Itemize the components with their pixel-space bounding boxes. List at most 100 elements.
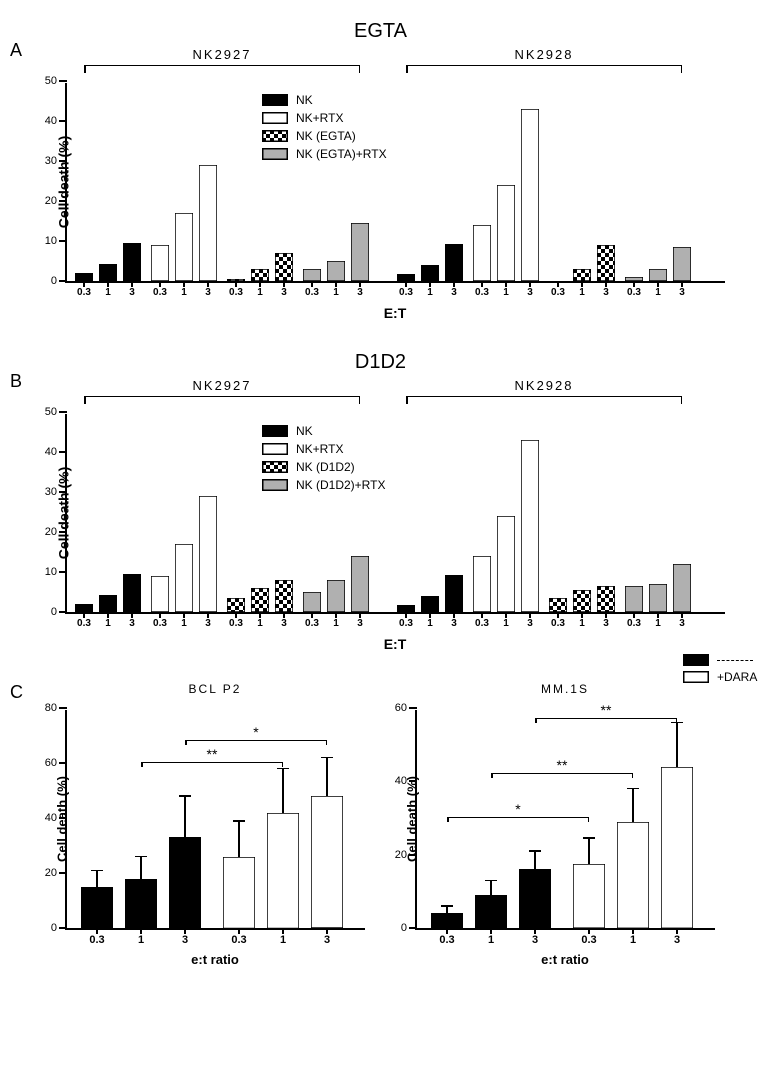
bar	[175, 213, 193, 281]
ytick-label: 40	[45, 115, 57, 127]
bar	[151, 245, 169, 281]
panel-a-title: EGTA	[10, 20, 751, 43]
ytick-label: 0	[401, 922, 407, 934]
xtick-label: 1	[181, 287, 187, 298]
panel-a: A EGTA Cell death (%) NKNK+RTXNK (EGTA)N…	[10, 20, 751, 321]
ytick-label: 50	[45, 406, 57, 418]
bar	[311, 796, 343, 928]
xtick-label: 3	[603, 618, 609, 629]
xtick-label: 1	[655, 287, 661, 298]
xtick-label: 0.3	[153, 287, 167, 298]
group-label: NK2928	[515, 47, 574, 62]
bar	[227, 598, 245, 612]
xtick-label: 1	[105, 618, 111, 629]
bar	[99, 264, 117, 281]
ytick-label: 0	[51, 922, 57, 934]
xtick-label: 3	[281, 618, 287, 629]
bar	[445, 244, 463, 281]
xtick-label: 1	[488, 934, 494, 946]
chart-c1-wrap: BCL P2 Cell death (%) 0204060800.3130.31…	[65, 682, 365, 967]
bar	[421, 596, 439, 612]
chart-b: Cell death (%) NKNK+RTXNK (D1D2)NK (D1D2…	[65, 414, 725, 614]
bar	[573, 590, 591, 612]
chart-c2-title: MM.1S	[415, 682, 715, 696]
xtick-label: 0.3	[229, 287, 243, 298]
bar	[649, 269, 667, 281]
legend-label: +DARA	[717, 670, 757, 684]
xtick-label: 1	[181, 618, 187, 629]
ytick-label: 40	[45, 446, 57, 458]
bar	[223, 857, 255, 929]
xtick-label: 3	[357, 618, 363, 629]
xtick-label: 3	[451, 618, 457, 629]
xtick-label: 3	[527, 287, 533, 298]
xtick-label: 3	[674, 934, 680, 946]
xtick-label: 0.3	[399, 287, 413, 298]
xtick-label: 3	[603, 287, 609, 298]
legend-row: NK (D1D2)	[262, 460, 385, 474]
xtick-label: 3	[527, 618, 533, 629]
group-label: NK2928	[515, 378, 574, 393]
bar	[175, 544, 193, 612]
bar	[521, 109, 539, 281]
xtick-label: 3	[679, 287, 685, 298]
xtick-label: 1	[630, 934, 636, 946]
legend-row: NK (EGTA)+RTX	[262, 147, 387, 161]
panel-b: B D1D2 Cell death (%) NKNK+RTXNK (D1D2)N…	[10, 351, 751, 652]
legend-label: NK+RTX	[296, 111, 343, 125]
legend-row: NK	[262, 424, 385, 438]
bar	[673, 247, 691, 281]
bar	[75, 273, 93, 281]
xtick-label: 1	[138, 934, 144, 946]
bar	[351, 556, 369, 612]
ytick-label: 40	[45, 812, 57, 824]
chart-b-legend: NKNK+RTXNK (D1D2)NK (D1D2)+RTX	[262, 424, 385, 496]
ytick-label: 40	[395, 775, 407, 787]
bar	[267, 813, 299, 929]
xtick-label: 1	[105, 287, 111, 298]
xtick-label: 0.3	[77, 287, 91, 298]
significance-stars: **	[557, 758, 568, 772]
bar	[327, 580, 345, 612]
xtick-label: 3	[281, 287, 287, 298]
chart-c1-title: BCL P2	[65, 682, 365, 696]
xtick-label: 0.3	[439, 934, 454, 946]
legend-row: NK+RTX	[262, 111, 387, 125]
xtick-label: 1	[427, 287, 433, 298]
legend-label: NK (EGTA)+RTX	[296, 147, 387, 161]
bar	[549, 598, 567, 612]
xtick-label: 3	[182, 934, 188, 946]
group-label: NK2927	[193, 47, 252, 62]
bar	[123, 574, 141, 612]
bar	[303, 592, 321, 612]
ytick-label: 20	[395, 849, 407, 861]
bar	[123, 243, 141, 281]
xtick-label: 1	[579, 287, 585, 298]
xtick-label: 0.3	[229, 618, 243, 629]
bar	[625, 586, 643, 612]
xtick-label: 0.3	[627, 618, 641, 629]
xtick-label: 0.3	[475, 287, 489, 298]
legend-row: NK	[262, 93, 387, 107]
xtick-label: 1	[503, 618, 509, 629]
bar	[473, 556, 491, 612]
xtick-label: 1	[503, 287, 509, 298]
ytick-label: 0	[51, 275, 57, 287]
bar	[445, 575, 463, 612]
bar	[473, 225, 491, 281]
xtick-label: 3	[324, 934, 330, 946]
ytick-label: 10	[45, 566, 57, 578]
bar	[597, 586, 615, 612]
bar	[573, 269, 591, 281]
bar	[125, 879, 157, 929]
significance-stars: *	[515, 802, 520, 816]
bar	[75, 604, 93, 612]
significance-stars: *	[253, 725, 258, 739]
ytick-label: 60	[45, 757, 57, 769]
panel-c-letter: C	[10, 682, 23, 703]
significance-stars: **	[207, 747, 218, 761]
figure: A EGTA Cell death (%) NKNK+RTXNK (EGTA)N…	[10, 20, 751, 967]
xtick-label: 0.3	[153, 618, 167, 629]
xtick-label: 3	[679, 618, 685, 629]
xtick-label: 1	[257, 618, 263, 629]
